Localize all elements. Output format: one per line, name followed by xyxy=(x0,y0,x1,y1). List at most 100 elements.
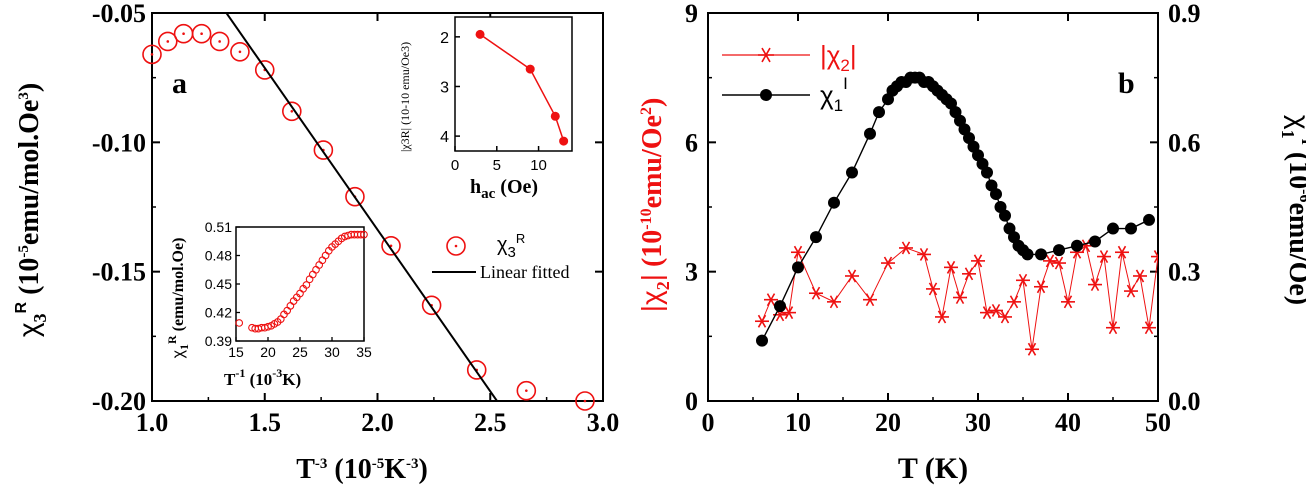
chi1-point xyxy=(981,166,993,179)
panel-a-xlabel-part-1: -3 xyxy=(315,456,328,472)
inset-chi1r-xtick-label: 25 xyxy=(292,344,308,360)
chi1-point xyxy=(1125,222,1137,235)
inset-hac-xlabel-part-2: (Oe) xyxy=(495,176,538,198)
chi2-point xyxy=(971,254,985,268)
chi1-point xyxy=(1053,244,1065,257)
chi3-point xyxy=(345,186,365,207)
chi2-point-d2 xyxy=(1063,295,1073,309)
inset-hac-point xyxy=(559,136,569,146)
panel-b-ylabel-right-part-5: emu/Oe) xyxy=(1283,202,1306,305)
inset-hac-xlabel-part-0: h xyxy=(470,176,481,198)
legend-chi3-label-part-2: R xyxy=(516,231,525,246)
chi2-point xyxy=(953,291,967,304)
chi2-point-d2 xyxy=(955,291,965,304)
legend-chi2-marker xyxy=(758,47,774,63)
legend-chi3-label: χ3R xyxy=(497,231,525,261)
chi3-point xyxy=(516,380,537,401)
panel-a-fit-group xyxy=(225,13,498,401)
panel-a-xlabel-part-5: -3 xyxy=(406,456,419,472)
chi3-point-dot xyxy=(525,389,528,392)
chi2-point xyxy=(1007,295,1021,309)
chi2-point-d2 xyxy=(1117,245,1127,259)
panel-b-ylabel-left-part-5: emu/Oe xyxy=(637,115,668,208)
inset-hac: 0 5 10 2 3 4 hac (Oe) |χ3R| (10-10 emu/Oe3) xyxy=(398,16,573,202)
chi1-point xyxy=(774,300,786,313)
chi2-point xyxy=(962,267,976,281)
chi2-point-d2 xyxy=(1000,310,1010,324)
chi2-point xyxy=(809,286,823,300)
panel-a-xtick-label: 3.0 xyxy=(587,408,620,437)
chi2-point xyxy=(881,256,895,270)
legend-chi3-label-part-0: χ xyxy=(497,234,508,256)
chi1-point xyxy=(873,106,885,119)
chi3-point xyxy=(142,44,162,65)
chi2-point xyxy=(827,295,841,309)
panel-a-ytick-label: -0.05 xyxy=(92,0,146,28)
chi3-point xyxy=(575,391,595,411)
panel-b-ytick-left-label: 3 xyxy=(685,258,698,287)
chi2-point xyxy=(845,269,859,283)
chi2-point xyxy=(944,260,958,274)
chi1-point xyxy=(999,209,1011,222)
chi2-point xyxy=(998,310,1012,324)
chi2-point-d2 xyxy=(793,245,803,259)
chi2-point xyxy=(1061,295,1075,309)
chi2-point xyxy=(980,306,994,320)
inset-chi1r-ytick-label: 0.39 xyxy=(205,333,232,349)
chi2-point-d2 xyxy=(1153,254,1158,264)
panel-b-xtick-label: 20 xyxy=(875,408,901,437)
inset-chi1r-ylabel-part-1: 1 xyxy=(177,344,191,350)
chi3-point xyxy=(230,41,250,62)
panel-b-xlabel: T (K) xyxy=(898,452,968,485)
chi3-point xyxy=(282,101,302,122)
chi1-point xyxy=(1089,235,1101,248)
chi1-point xyxy=(1143,213,1155,226)
panel-b-ytick-right-label: 0.0 xyxy=(1168,387,1201,416)
legend-chi1-label: χ1I xyxy=(820,74,848,115)
chi2-point xyxy=(755,314,769,328)
inset-chi1r-xtick-label: 35 xyxy=(356,344,372,360)
chi2-point xyxy=(1142,321,1156,335)
panel-a-ylabel-part-7: ) xyxy=(14,83,45,92)
panel-b-xtick-label: 30 xyxy=(965,408,991,437)
chi2-point xyxy=(1034,280,1048,294)
chi2-point xyxy=(926,282,940,296)
chi2-point-d2 xyxy=(937,310,947,324)
legend-chi1-label-part-0: χ xyxy=(820,80,834,110)
panel-a-ylabel: χ3R (10-5emu/mol.Oe3) xyxy=(13,83,50,337)
panel-b-ytick-right-label: 0.3 xyxy=(1168,258,1201,287)
inset-chi1r-xlabel-part-2: (10 xyxy=(245,370,272,389)
chi2-point-d2 xyxy=(1045,254,1055,268)
chi2-point xyxy=(1106,321,1120,335)
chi2-point xyxy=(1025,342,1039,356)
chi2-point-d2 xyxy=(946,260,956,274)
chi2-point-d2 xyxy=(829,295,839,309)
panel-a-xtick-label: 1.5 xyxy=(249,408,282,437)
inset-hac-xtick-label: 10 xyxy=(530,157,547,174)
panel-a-ylabel-part-5: emu/mol.Oe xyxy=(14,100,45,245)
panel-a-ytick-label: -0.10 xyxy=(92,128,146,157)
inset-hac-ytick-label: 3 xyxy=(440,79,449,96)
inset-chi1r-point xyxy=(356,230,365,239)
chi2-point-d2 xyxy=(883,256,893,270)
panel-b-series-chi2 xyxy=(755,239,1158,356)
panel-a-ylabel-part-1: 3 xyxy=(30,313,50,322)
chi2-point-d2 xyxy=(865,293,875,307)
chi2-point-d2 xyxy=(1090,278,1100,292)
panel-b-xtick-label: 50 xyxy=(1145,408,1171,437)
panel-b-xtick-label: 40 xyxy=(1055,408,1081,437)
chi2-point xyxy=(1133,269,1147,283)
legend-chi1-label-part-2: I xyxy=(843,74,848,93)
panel-b-ytick-left-label: 6 xyxy=(685,128,698,157)
chi2-point xyxy=(1115,245,1129,259)
inset-hac-ytick-label: 2 xyxy=(440,30,449,47)
chi2-point-d2 xyxy=(1099,250,1109,264)
chi2-point xyxy=(1052,256,1066,270)
inset-chi1r-xlabel-part-4: K) xyxy=(282,370,301,389)
legend-chi3-label-part-1: 3 xyxy=(508,244,516,261)
inset-chi1r-ytick-label: 0.48 xyxy=(205,248,232,264)
chi3-point-dot xyxy=(200,32,203,35)
panel-b-ytick-right-label: 0.6 xyxy=(1168,128,1201,157)
inset-chi1r-point xyxy=(360,230,368,239)
chi1-point xyxy=(1035,248,1047,261)
